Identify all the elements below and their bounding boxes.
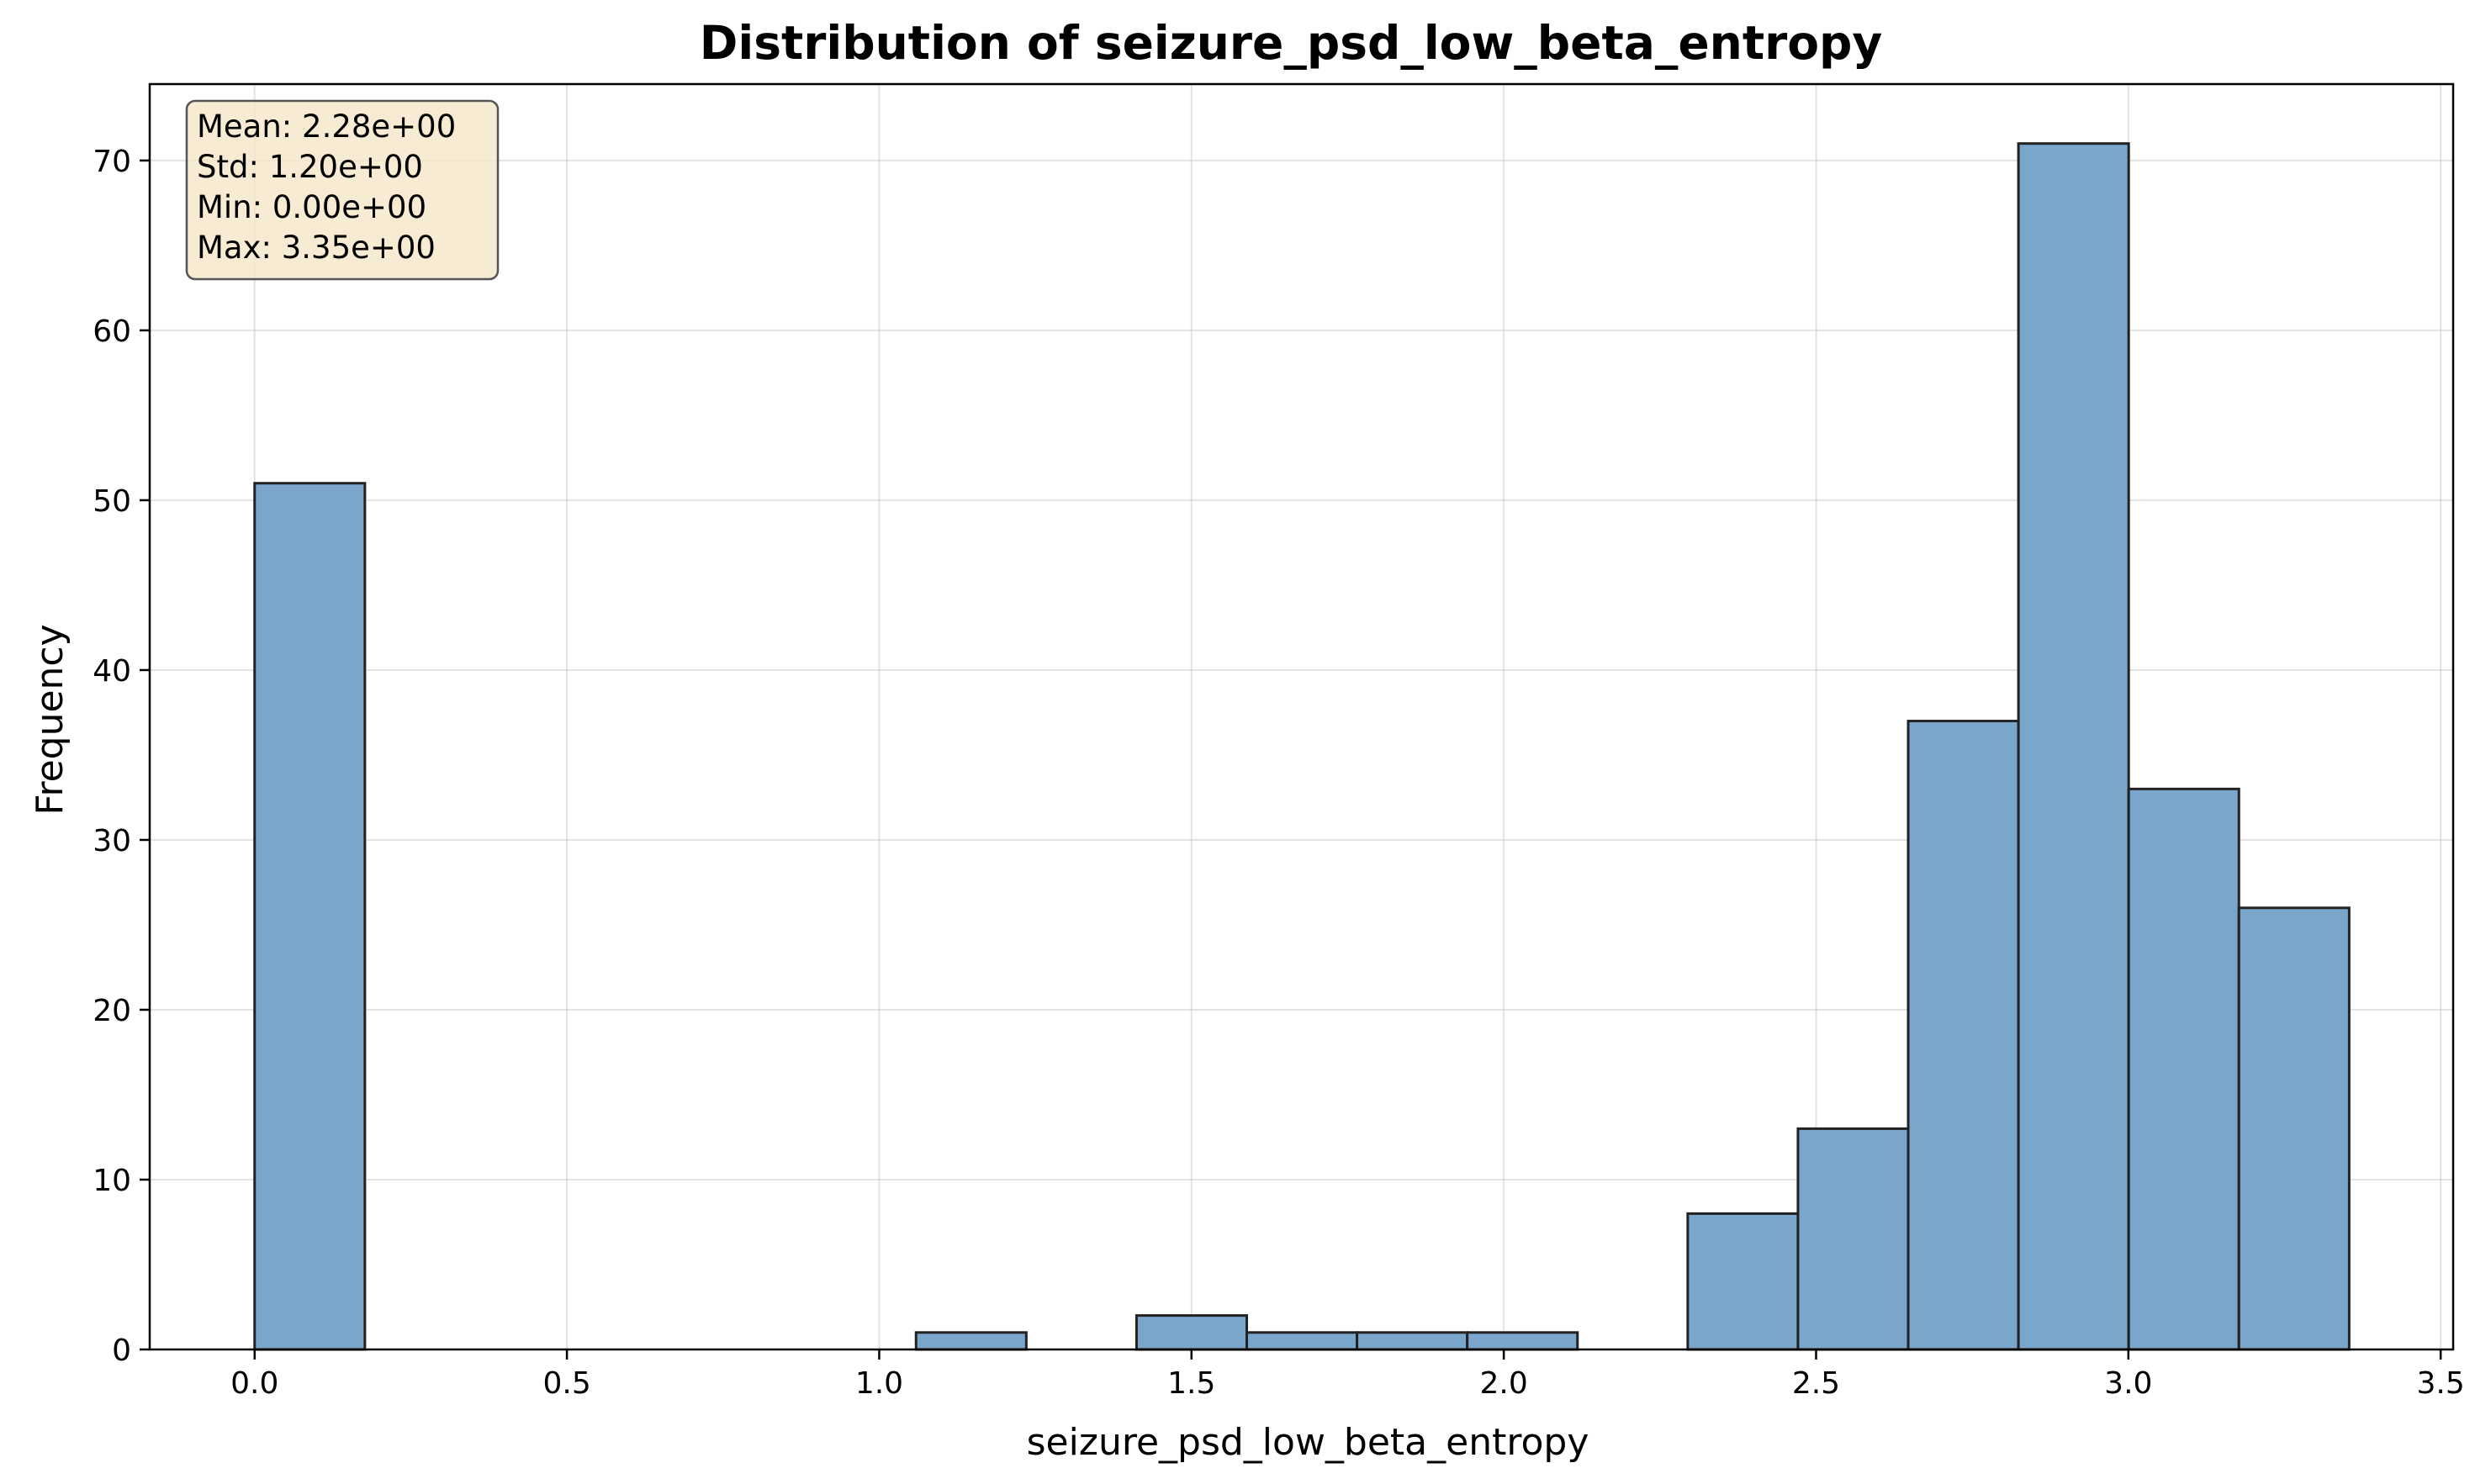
histogram-bar [1796,1127,1910,1351]
stats-mean: Mean: 2.28e+00 [197,108,456,145]
histogram-bar [2127,787,2240,1351]
x-axis-label: seizure_psd_low_beta_entropy [1027,1421,1589,1464]
histogram-bar [1246,1331,1359,1351]
histogram-bar [253,482,367,1351]
stats-std: Std: 1.20e+00 [197,149,423,185]
x-tick-label: 3.0 [2104,1366,2152,1401]
y-tick-label: 60 [93,314,131,349]
histogram-bar [1134,1314,1249,1351]
histogram-bar [914,1331,1028,1351]
stats-max: Max: 3.35e+00 [197,230,436,266]
x-tick-label: 1.5 [1167,1366,1215,1401]
x-tick-label: 2.5 [1792,1366,1840,1401]
y-axis-label: Frequency [29,624,71,815]
histogram-bars [253,142,2351,1351]
y-tick-label: 0 [112,1333,131,1368]
histogram-bar [1907,720,2020,1351]
x-tick-label: 0.5 [542,1366,590,1401]
x-tick-label: 3.5 [2417,1366,2465,1401]
histogram-bar [2017,142,2130,1351]
histogram-bar [1466,1331,1579,1351]
chart-title: Distribution of seizure_psd_low_beta_ent… [700,16,1883,70]
x-tick-label: 2.0 [1479,1366,1527,1401]
y-tick-label: 40 [93,654,131,689]
histogram-bar [1686,1212,1800,1351]
x-tick-label: 1.0 [855,1366,903,1401]
plot-area-frame [148,82,2455,1351]
y-tick-label: 70 [93,145,131,179]
y-tick-label: 50 [93,484,131,519]
axis-ticks: 0.0 0.5 1.0 1.5 2.0 2.5 3.0 3.5 0 10 20 30 40 50 60 70 [93,145,2465,1401]
histogram-bar [2237,906,2351,1351]
y-tick-label: 30 [93,824,131,858]
stats-box: Mean: 2.28e+00 Std: 1.20e+00 Min: 0.00e+… [185,99,500,281]
y-tick-label: 10 [93,1164,131,1198]
histogram-bar [1356,1331,1469,1351]
x-tick-label: 0.0 [230,1366,278,1401]
stats-box-background [185,99,500,281]
y-tick-label: 20 [93,994,131,1028]
stats-min: Min: 0.00e+00 [197,189,426,225]
